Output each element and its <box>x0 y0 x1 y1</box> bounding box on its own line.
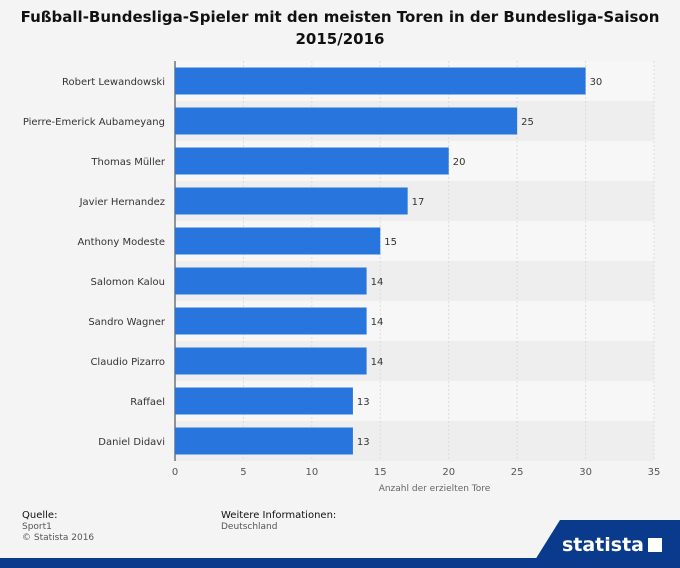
info-heading: Weitere Informationen: <box>221 510 337 521</box>
data-label: 20 <box>453 157 466 168</box>
data-label: 13 <box>357 397 370 408</box>
category-label: Daniel Didavi <box>98 437 165 448</box>
x-tick-label: 25 <box>511 467 524 478</box>
data-label: 25 <box>521 117 534 128</box>
data-label: 30 <box>590 77 603 88</box>
category-label: Salomon Kalou <box>91 277 166 288</box>
info-text: Deutschland <box>221 522 278 532</box>
x-tick-label: 15 <box>374 467 387 478</box>
category-label: Javier Hernandez <box>79 197 165 208</box>
bar <box>175 227 381 255</box>
data-label: 14 <box>371 277 384 288</box>
x-tick-label: 10 <box>305 467 318 478</box>
category-label: Sandro Wagner <box>88 317 166 328</box>
bar <box>175 67 586 95</box>
data-label: 14 <box>371 357 384 368</box>
bar <box>175 347 367 375</box>
category-label: Anthony Modeste <box>77 237 165 248</box>
chart-title: Fußball-Bundesliga-Spieler mit den meist… <box>20 8 660 48</box>
source-text: Sport1 <box>22 522 52 532</box>
data-label: 15 <box>384 237 397 248</box>
statista-icon <box>648 538 662 552</box>
bar <box>175 187 408 215</box>
bar <box>175 107 518 135</box>
data-label: 17 <box>412 197 425 208</box>
category-label: Pierre-Emerick Aubameyang <box>23 117 165 128</box>
bar <box>175 387 353 415</box>
bar <box>175 147 449 175</box>
x-tick-label: 20 <box>442 467 455 478</box>
brand-band <box>0 558 680 568</box>
x-tick-label: 0 <box>172 467 178 478</box>
bar <box>175 267 367 295</box>
data-label: 14 <box>371 317 384 328</box>
copyright-text: © Statista 2016 <box>22 533 95 543</box>
x-tick-label: 35 <box>648 467 661 478</box>
category-label: Claudio Pizarro <box>90 357 165 368</box>
data-label: 13 <box>357 437 370 448</box>
x-tick-label: 5 <box>240 467 246 478</box>
x-tick-label: 30 <box>579 467 592 478</box>
category-label: Thomas Müller <box>90 157 165 168</box>
bar <box>175 307 367 335</box>
category-label: Robert Lewandowski <box>62 77 165 88</box>
bar <box>175 427 353 455</box>
brand-logo[interactable]: statista <box>561 534 644 556</box>
x-axis-title: Anzahl der erzielten Tore <box>379 484 491 494</box>
source-heading: Quelle: <box>22 510 58 521</box>
category-label: Raffael <box>130 397 165 408</box>
